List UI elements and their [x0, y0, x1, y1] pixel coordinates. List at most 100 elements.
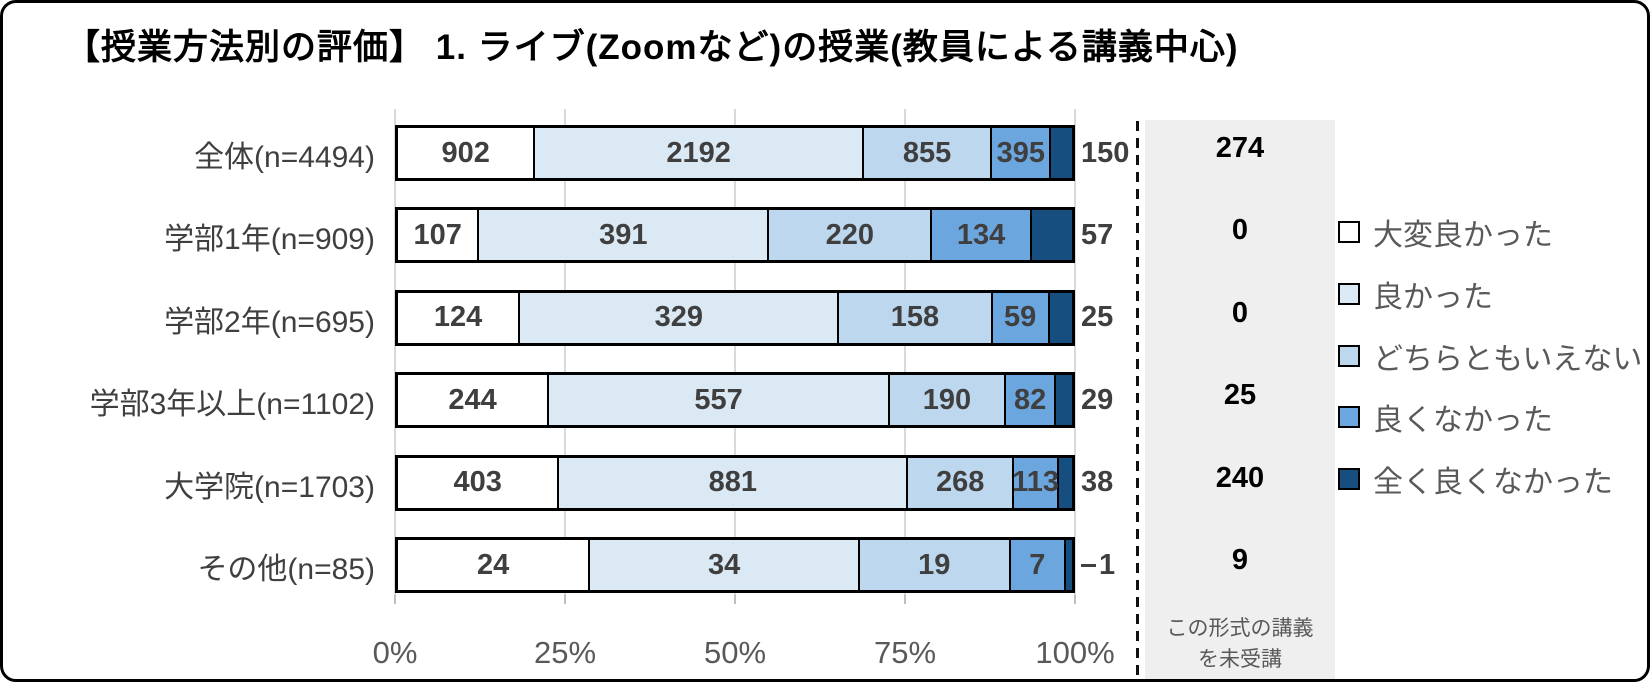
- legend-label: どちらともいえない: [1373, 342, 1643, 376]
- not-attended-panel-label-line1: この形式の講義: [1166, 617, 1314, 641]
- bar-segment: 881: [557, 457, 907, 508]
- axis-tick: [734, 595, 736, 604]
- category-label: 大学院(n=1703): [164, 470, 375, 504]
- bar-segment: [1056, 457, 1072, 508]
- bar-segment: 82: [1004, 375, 1055, 426]
- bar-row: 244 557 190 82: [395, 372, 1075, 429]
- outside-value-text: 29: [1081, 383, 1114, 416]
- category-label: 学部3年以上(n=1102): [89, 388, 375, 422]
- segment-value-label: 557: [694, 383, 743, 416]
- bar-segment: 158: [837, 292, 991, 343]
- outside-value-label: 1: [1081, 544, 1115, 586]
- axis-tick: [394, 595, 396, 604]
- legend-item: 良くなかった: [1338, 399, 1553, 437]
- bar-segment: 59: [990, 292, 1048, 343]
- bar-segment: 134: [930, 210, 1030, 261]
- outside-value-label: 57: [1081, 214, 1113, 256]
- panel-value: 0: [1231, 214, 1249, 247]
- legend-swatch: [1338, 282, 1360, 305]
- bar-segment: 557: [547, 375, 888, 426]
- bar-segment: 403: [398, 457, 558, 508]
- dashed-separator: [1136, 121, 1139, 679]
- category-label: 学部1年(n=909): [164, 223, 375, 257]
- gridline: [904, 109, 906, 595]
- legend-swatch: [1338, 406, 1360, 429]
- segment-value-label: 158: [890, 301, 940, 334]
- legend-label: 大変良かった: [1373, 219, 1553, 252]
- leader-line: [1081, 563, 1096, 567]
- x-tick-label: 50%: [703, 635, 767, 670]
- segment-value-label: 268: [935, 466, 985, 499]
- axis-tick: [564, 595, 566, 604]
- segment-value-label: 34: [707, 548, 741, 581]
- legend-item: 全く良くなかった: [1338, 461, 1613, 499]
- segment-value-label: 220: [825, 218, 874, 251]
- bar-segment: 268: [906, 457, 1013, 508]
- not-attended-panel: この形式の講義 を未受講 274 0 0 25 240 9: [1145, 120, 1335, 679]
- segment-value-label: 395: [996, 136, 1046, 169]
- bar-segment: 855: [862, 128, 991, 178]
- legend-swatch: [1338, 344, 1360, 367]
- bar-segment: 113: [1012, 457, 1059, 508]
- legend-item: どちらともいえない: [1338, 338, 1642, 376]
- outside-value-text: 1: [1099, 548, 1116, 581]
- legend-label: 良かった: [1373, 280, 1493, 314]
- bar-segment: 190: [887, 375, 1005, 426]
- segment-value-label: 2192: [666, 136, 731, 169]
- bar-segment: [1047, 292, 1072, 343]
- outside-value-text: 150: [1081, 136, 1130, 169]
- legend-swatch: [1338, 221, 1360, 243]
- bar-segment: 395: [990, 128, 1050, 178]
- outside-value-text: 25: [1081, 301, 1114, 334]
- bar-segment: 107: [398, 210, 478, 261]
- segment-value-label: 19: [918, 548, 951, 581]
- panel-value: 9: [1231, 544, 1249, 576]
- legend-label: 全く良くなかった: [1373, 466, 1613, 500]
- category-label: 学部2年(n=695): [164, 305, 375, 339]
- segment-value-label: 7: [1029, 548, 1046, 581]
- outside-value-text: 38: [1081, 466, 1114, 499]
- legend-swatch: [1338, 468, 1360, 491]
- segment-value-label: 902: [441, 136, 490, 169]
- bar-segment: 34: [588, 540, 858, 590]
- bar-segment: 7: [1008, 540, 1065, 590]
- bar-segment: 2192: [533, 128, 863, 178]
- x-tick-label: 25%: [533, 635, 597, 670]
- not-attended-panel-label: この形式の講義 を未受講: [1145, 614, 1335, 675]
- not-attended-panel-label-line2: を未受講: [1198, 647, 1282, 671]
- bar-segment: 391: [477, 210, 768, 261]
- segment-value-label: 244: [448, 383, 497, 416]
- x-tick-label: 100%: [1035, 635, 1115, 670]
- segment-value-label: 113: [1012, 466, 1059, 499]
- bar-row: 24 34 19 7: [395, 537, 1075, 593]
- axis-tick: [904, 595, 906, 604]
- segment-value-label: 329: [654, 301, 703, 334]
- category-label: 全体(n=4494): [194, 141, 375, 174]
- legend-label: 良くなかった: [1373, 404, 1553, 438]
- bar-segment: 220: [767, 210, 931, 261]
- segment-value-label: 107: [413, 218, 462, 251]
- segment-value-label: 134: [956, 218, 1006, 251]
- gridline: [734, 109, 736, 595]
- segment-value-label: 82: [1014, 383, 1047, 416]
- bar-segment: 329: [518, 292, 838, 343]
- bar-segment: [1049, 128, 1072, 178]
- gridline: [564, 109, 566, 595]
- bar-row: 403 881 268 113: [395, 454, 1075, 511]
- category-label: その他(n=85): [197, 553, 375, 586]
- outside-value-label: 38: [1081, 462, 1113, 504]
- bar-segment: [1029, 210, 1072, 261]
- bar-segment: 19: [857, 540, 1009, 590]
- bar-segment: [1054, 375, 1072, 426]
- gridline: [1074, 109, 1076, 595]
- bar-segment: 24: [398, 540, 589, 590]
- bar-row: 107 391 220 134: [395, 207, 1075, 264]
- outside-value-text: 57: [1081, 218, 1114, 251]
- bar-row: 902 2192 855 395: [395, 125, 1075, 181]
- segment-value-label: 855: [902, 136, 952, 169]
- segment-value-label: 403: [453, 466, 502, 499]
- axis-tick: [1074, 595, 1076, 604]
- bar-segment: [1064, 540, 1072, 590]
- outside-value-label: 29: [1081, 379, 1113, 421]
